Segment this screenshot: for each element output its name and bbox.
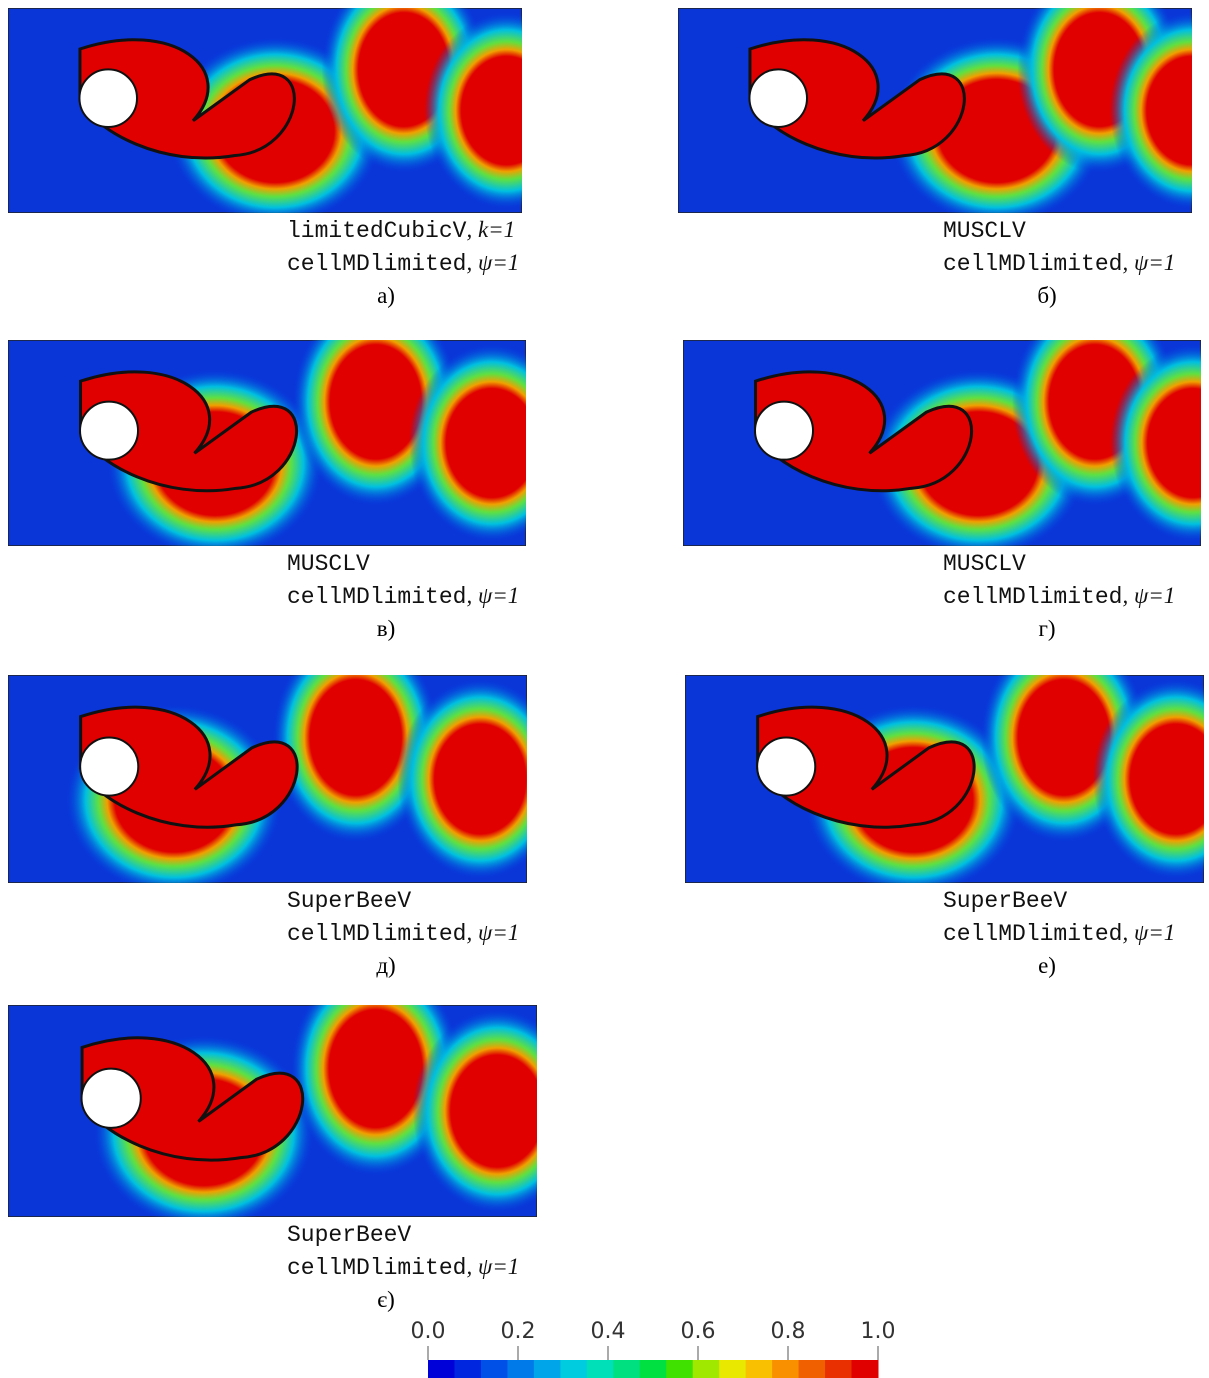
caption-line-1: SuperBeeV: [287, 887, 411, 914]
panel-label: е): [1038, 953, 1056, 979]
colorbar-swatch: [719, 1360, 746, 1378]
flow-panel: [8, 675, 527, 883]
flow-panel: [8, 1005, 537, 1217]
scheme: SuperBeeV: [287, 888, 411, 914]
colorbar-swatch: [825, 1360, 852, 1378]
caption-line-1: SuperBeeV: [287, 1221, 411, 1248]
flow-field: [8, 340, 526, 546]
cylinder: [80, 402, 138, 460]
figure: {"panels": [ {"scheme": "limitedCubicV",…: [0, 0, 1209, 1378]
caption-line-1: MUSCLV: [943, 217, 1026, 244]
limiter: cellMDlimited: [287, 584, 466, 610]
colorbar-swatch: [481, 1360, 508, 1378]
colorbar-tick-label: 1.0: [861, 1319, 896, 1344]
caption-line-2: cellMDlimited, ψ=1: [287, 1254, 519, 1281]
caption-line-2: cellMDlimited, ψ=1: [287, 583, 519, 610]
panel-label: г): [1038, 616, 1055, 642]
cylinder: [80, 737, 138, 795]
limiter-note: , ψ=1: [466, 1254, 519, 1279]
panel-label: б): [1037, 283, 1056, 309]
panel-label: д): [376, 953, 395, 979]
cylinder: [79, 69, 137, 127]
colorbar-tick-label: 0.8: [771, 1319, 806, 1344]
cylinder: [757, 737, 815, 795]
flow-panel: [8, 8, 522, 213]
flow-field: [8, 675, 527, 883]
colorbar-swatch: [666, 1360, 693, 1378]
caption-line-2: cellMDlimited, ψ=1: [943, 583, 1175, 610]
limiter-note: , ψ=1: [1122, 250, 1175, 275]
colorbar-swatch: [560, 1360, 587, 1378]
limiter: cellMDlimited: [287, 1255, 466, 1281]
colorbar-swatch: [799, 1360, 826, 1378]
caption-line-2: cellMDlimited, ψ=1: [943, 250, 1175, 277]
colorbar-swatch: [587, 1360, 614, 1378]
scheme: SuperBeeV: [287, 1222, 411, 1248]
panel-label: є): [377, 1287, 395, 1313]
cylinder: [749, 69, 807, 127]
colorbar-tick-label: 0.2: [501, 1319, 536, 1344]
limiter-note: , ψ=1: [466, 920, 519, 945]
panel-label: в): [377, 616, 396, 642]
scheme: SuperBeeV: [943, 888, 1067, 914]
flow-field: [8, 1005, 537, 1217]
caption-line-2: cellMDlimited, ψ=1: [943, 920, 1175, 947]
scheme: MUSCLV: [943, 218, 1026, 244]
flow-field: [678, 8, 1192, 213]
flow-panel: [8, 340, 526, 546]
colorbar-swatch: [507, 1360, 534, 1378]
limiter-note: , ψ=1: [1122, 583, 1175, 608]
limiter: cellMDlimited: [943, 251, 1122, 277]
colorbar-swatch: [428, 1360, 455, 1378]
flow-field: [8, 8, 522, 213]
colorbar-tick-label: 0.4: [591, 1319, 626, 1344]
limiter: cellMDlimited: [943, 921, 1122, 947]
panel-label: а): [377, 283, 395, 309]
colorbar-swatch: [772, 1360, 799, 1378]
limiter: cellMDlimited: [287, 251, 466, 277]
caption-line-1: SuperBeeV: [943, 887, 1067, 914]
caption-line-1: MUSCLV: [287, 550, 370, 577]
limiter: cellMDlimited: [943, 584, 1122, 610]
flow-panel: [683, 340, 1201, 546]
scheme: limitedCubicV: [287, 218, 466, 244]
colorbar-tick-label: 0.0: [411, 1319, 446, 1344]
colorbar-swatch: [693, 1360, 720, 1378]
caption-line-2: cellMDlimited, ψ=1: [287, 920, 519, 947]
cylinder: [755, 402, 813, 460]
caption-line-1: MUSCLV: [943, 550, 1026, 577]
flow-panel: [685, 675, 1204, 883]
limiter-note: , ψ=1: [466, 583, 519, 608]
scheme: MUSCLV: [943, 551, 1026, 577]
limiter: cellMDlimited: [287, 921, 466, 947]
colorbar-swatch: [640, 1360, 667, 1378]
scheme-note: , k=1: [466, 217, 515, 242]
colorbar-swatch: [534, 1360, 561, 1378]
flow-field: [683, 340, 1201, 546]
colorbar-swatch: [613, 1360, 640, 1378]
cylinder: [82, 1069, 141, 1128]
colorbar-swatch: [746, 1360, 773, 1378]
flow-field: [685, 675, 1204, 883]
colorbar-tick-label: 0.6: [681, 1319, 716, 1344]
colorbar-swatch: [454, 1360, 481, 1378]
colorbar-swatch: [852, 1360, 879, 1378]
flow-panel: [678, 8, 1192, 213]
scheme: MUSCLV: [287, 551, 370, 577]
limiter-note: , ψ=1: [466, 250, 519, 275]
limiter-note: , ψ=1: [1122, 920, 1175, 945]
caption-line-2: cellMDlimited, ψ=1: [287, 250, 519, 277]
caption-line-1: limitedCubicV, k=1: [287, 217, 515, 244]
